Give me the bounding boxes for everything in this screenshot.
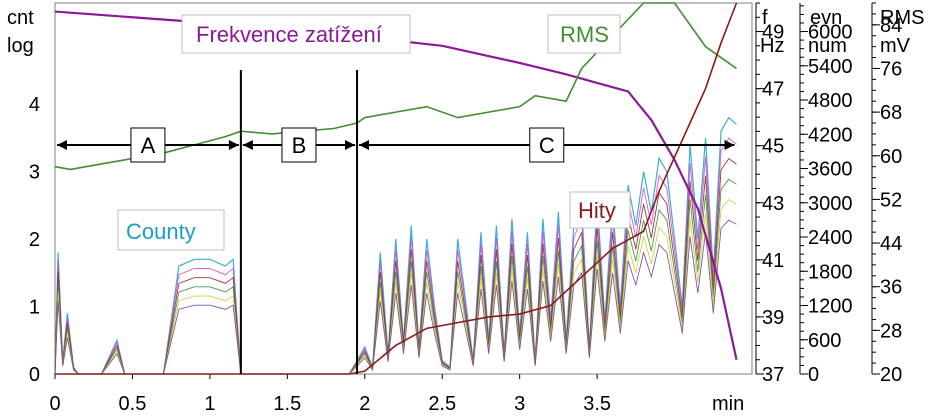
frequency-axis: 37 39 41 43 45 47 49 [755,2,784,386]
counts-series-label: County [126,219,196,244]
x-tick-label: 2.5 [428,393,456,415]
phase-arrowhead [359,140,370,150]
counts-line [54,178,737,375]
x-axis-label: min [712,393,744,415]
frequency-axis-label-bottom: Hz [760,35,784,57]
phase-arrowhead [724,140,735,150]
events-tick-label: 1200 [808,296,853,318]
counts-axis-label-bottom: log [7,35,34,57]
x-tick-label: 1.5 [273,393,301,415]
phase-arrowhead [345,140,356,150]
rms-tick-label: 68 [880,102,902,124]
rms-axis: 20 28 36 44 52 60 68 76 84 [871,2,902,386]
x-axis: 0 0.5 1 1.5 2 2.5 3 3.5 [49,374,611,415]
counts-series [54,116,737,375]
rms-tick-label: 28 [880,320,902,342]
hits-series-label: Hity [578,198,616,223]
frequency-tick-label: 39 [762,307,784,329]
events-tick-label: 1800 [808,261,853,283]
rms-label-box [547,14,621,54]
phase-label: C [539,133,555,158]
phase-arrowhead [57,140,67,150]
x-tick-label: 1 [204,393,215,415]
plot-area [54,2,753,375]
frequency-tick-label: 37 [762,364,784,386]
frequency-label-box [181,14,411,54]
phase-label-box [529,127,565,163]
x-tick-label: 0 [49,393,60,415]
frequency-tick-label: 41 [762,250,784,272]
phase-label: B [292,133,307,158]
hits-series [55,2,738,375]
rms-tick-label: 44 [880,233,902,255]
frequency-series-label: Frekvence zatížení [196,22,382,47]
x-tick-label: 2 [359,393,370,415]
frequency-axis-label-top: f [762,7,768,29]
events-axis-label-top: evn [810,7,842,29]
rms-tick-label: 52 [880,189,902,211]
frequency-tick-label: 47 [762,79,784,101]
events-tick-label: 3000 [808,193,853,215]
counts-line [54,116,737,375]
rms-tick-label: 60 [880,146,902,168]
x-tick-label: 0.5 [119,393,147,415]
events-tick-label: 2400 [808,227,853,249]
counts-tick-label: 3 [29,162,40,184]
events-tick-label: 4800 [808,90,853,112]
counts-line [54,219,737,375]
events-tick-label: 3600 [808,159,853,181]
rms-tick-label: 20 [880,364,902,386]
phase-label: A [141,133,156,158]
frequency-tick-label: 43 [762,193,784,215]
counts-tick-label: 4 [29,94,40,116]
rms-tick-label: 84 [880,15,902,37]
events-tick-label: 600 [808,330,841,352]
counts-tick-label: 0 [29,364,40,386]
events-tick-label: 0 [808,364,819,386]
rms-axis-label-top: RMS [880,7,924,29]
hits-label-box [569,191,631,229]
phase-label-box [130,127,166,163]
events-axis-label-bottom: num [808,35,847,57]
counts-axis-label-top: cnt [7,7,34,29]
series-line [54,10,738,360]
x-tick-label: 3.5 [583,393,611,415]
events-tick-label: 5400 [808,56,853,78]
rms-series-label: RMS [560,22,609,47]
counts-line [54,199,737,375]
rms-tick-label: 76 [880,58,902,80]
counts-label-box [117,209,225,251]
series-line [55,2,738,375]
events-tick-label: 4200 [808,124,853,146]
rms-axis-label-bottom: mV [880,35,911,57]
counts-line [54,158,737,375]
frequency-series [54,10,738,360]
rms-tick-label: 36 [880,277,902,299]
frequency-tick-label: 45 [762,136,784,158]
counts-tick-label: 2 [29,229,40,251]
counts-axis: 0 1 2 3 4 [29,94,40,386]
x-tick-label: 3 [514,393,525,415]
phase-arrowhead [228,140,239,150]
counts-tick-label: 1 [29,297,40,319]
events-tick-label: 6000 [808,22,853,44]
phase-label-box [281,127,317,163]
phase-markers: A B C [57,70,735,374]
frequency-tick-label: 49 [762,22,784,44]
counts-line [54,137,737,375]
phase-arrowhead [242,140,253,150]
events-axis: 0 600 1200 1800 2400 3000 3600 4200 4800 5400 6000 [799,3,853,386]
